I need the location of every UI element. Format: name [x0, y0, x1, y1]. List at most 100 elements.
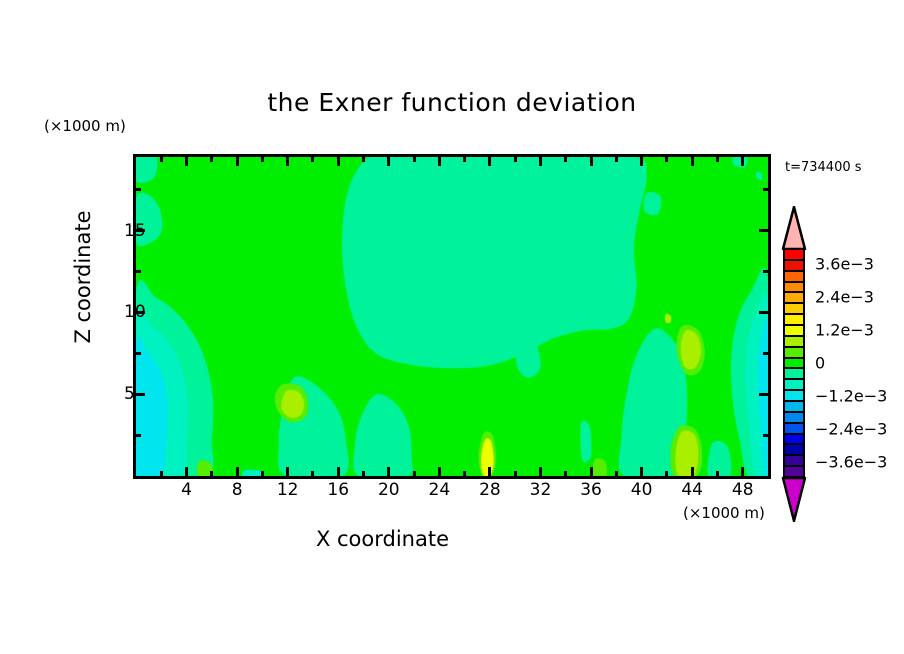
- x-tick-mark: [715, 471, 719, 476]
- colorbar-segment: [785, 271, 803, 283]
- contour-field-canvas: [136, 157, 768, 476]
- y-tick-mark-right: [759, 392, 768, 396]
- x-tick-mark-top: [260, 157, 264, 162]
- x-tick-label: 16: [327, 480, 350, 500]
- time-stamp-label: t=734400 s: [785, 160, 862, 175]
- colorbar-bottom-arrow-icon: [781, 476, 807, 522]
- x-axis-title: X coordinate: [315, 527, 450, 551]
- colorbar-segment: [785, 326, 803, 337]
- x-tick-mark-top: [412, 157, 416, 162]
- x-tick-mark: [488, 467, 492, 476]
- colorbar-segment: [785, 293, 803, 305]
- colorbar-segment: [785, 402, 803, 413]
- x-tick-mark-top: [538, 157, 542, 166]
- x-tick-mark: [589, 467, 593, 476]
- colorbar-segment: [785, 250, 803, 261]
- x-tick-mark-top: [336, 157, 340, 166]
- colorbar-segment: [785, 358, 803, 370]
- x-tick-mark: [412, 471, 416, 476]
- x-tick-mark-top: [640, 157, 644, 166]
- x-tick-mark: [260, 471, 264, 476]
- y-axis-unit-label: (×1000 m): [44, 117, 126, 135]
- x-tick-mark: [185, 467, 189, 476]
- colorbar[interactable]: 3.6e−3 2.4e−3 1.2e−3 0 −1.2e−3 −2.4e−3 −3.6e−3: [777, 206, 887, 522]
- x-tick-mark-top: [614, 157, 618, 162]
- x-tick-mark-top: [235, 157, 239, 166]
- colorbar-segment: [785, 336, 803, 348]
- colorbar-segment: [785, 423, 803, 435]
- y-tick-mark: [136, 310, 145, 314]
- x-tick-mark: [210, 471, 214, 476]
- colorbar-segment: [785, 304, 803, 316]
- y-tick-mark-right: [759, 310, 768, 314]
- colorbar-segment: [785, 380, 803, 392]
- x-tick-mark: [463, 471, 467, 476]
- y-tick-mark-right: [763, 270, 768, 273]
- y-tick-mark: [136, 433, 141, 437]
- x-tick-mark: [311, 471, 315, 476]
- y-tick-label: 15: [124, 220, 146, 241]
- contour-plot-area[interactable]: [133, 154, 771, 479]
- x-tick-mark: [690, 467, 694, 476]
- x-tick-mark: [235, 467, 239, 476]
- x-tick-mark: [362, 471, 366, 476]
- x-tick-mark: [538, 467, 542, 476]
- colorbar-tick-label: 3.6e−3: [815, 254, 874, 274]
- x-tick-mark-top: [665, 157, 669, 162]
- colorbar-segment: [785, 412, 803, 424]
- x-tick-mark: [564, 471, 568, 476]
- x-tick-mark: [513, 471, 517, 476]
- x-tick-mark-top: [463, 157, 467, 162]
- x-tick-label: 12: [276, 480, 299, 500]
- page-title: the Exner function deviation: [267, 88, 637, 117]
- x-tick-mark: [336, 467, 340, 476]
- x-tick-label: 36: [580, 480, 602, 500]
- x-tick-label: 48: [731, 480, 754, 500]
- x-tick-mark: [286, 467, 290, 476]
- x-tick-label: 20: [377, 480, 400, 500]
- x-tick-label: 24: [428, 480, 451, 500]
- y-tick-mark-right: [763, 188, 768, 192]
- x-tick-label: 8: [231, 480, 243, 500]
- y-tick-label: 5: [124, 384, 135, 405]
- colorbar-tick-label: −1.2e−3: [815, 386, 888, 406]
- colorbar-top-arrow-icon: [781, 206, 807, 250]
- colorbar-tick-label: 2.4e−3: [815, 287, 874, 307]
- y-tick-label: 10: [124, 302, 146, 323]
- colorbar-segment: [785, 315, 803, 327]
- colorbar-segment: [785, 282, 803, 294]
- x-tick-mark-top: [488, 157, 492, 166]
- colorbar-segments: [783, 248, 805, 478]
- x-axis-unit-label: (×1000 m): [683, 504, 765, 522]
- x-tick-mark: [640, 467, 644, 476]
- colorbar-segment: [785, 260, 803, 272]
- y-tick-mark: [136, 229, 145, 233]
- x-tick-mark-top: [311, 157, 315, 162]
- y-tick-mark: [136, 392, 145, 396]
- x-tick-mark-top: [286, 157, 290, 166]
- y-tick-mark: [136, 188, 141, 192]
- x-tick-mark-top: [690, 157, 694, 166]
- x-tick-mark-top: [564, 157, 568, 162]
- x-tick-label: 4: [181, 480, 192, 500]
- colorbar-tick-label: −2.4e−3: [815, 419, 888, 439]
- x-tick-mark: [614, 471, 618, 476]
- x-tick-mark: [665, 471, 669, 476]
- colorbar-segment: [785, 347, 803, 359]
- x-tick-mark-top: [159, 157, 163, 162]
- x-tick-mark-top: [437, 157, 441, 166]
- x-tick-mark-top: [715, 157, 719, 162]
- x-tick-mark: [387, 467, 391, 476]
- x-tick-mark: [437, 467, 441, 476]
- colorbar-segment: [785, 391, 803, 403]
- x-tick-label: 28: [479, 480, 501, 500]
- y-axis-title: Z coordinate: [71, 210, 95, 344]
- colorbar-segment: [785, 456, 803, 468]
- x-tick-mark-top: [741, 157, 745, 166]
- y-tick-mark-right: [763, 433, 768, 437]
- colorbar-segment: [785, 445, 803, 457]
- x-tick-label: 44: [681, 480, 703, 500]
- x-tick-label: 32: [529, 480, 552, 500]
- x-tick-mark-top: [362, 157, 366, 162]
- y-tick-mark-right: [763, 351, 768, 355]
